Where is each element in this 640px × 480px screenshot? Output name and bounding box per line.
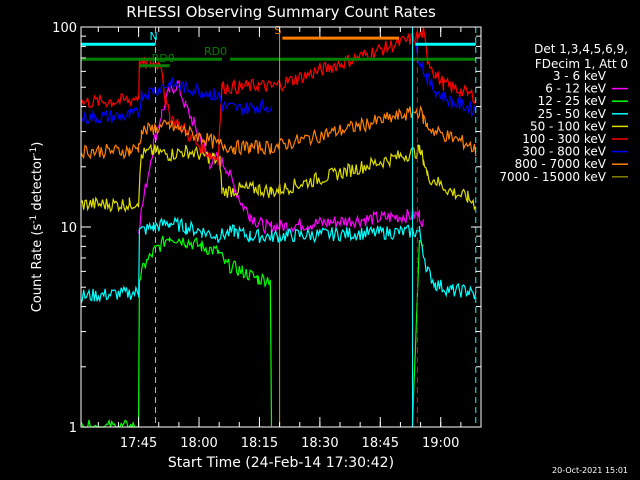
legend-entry-label: 25 - 50 keV [538, 107, 607, 121]
series-line [80, 26, 477, 166]
series-line [80, 235, 424, 429]
x-axis: 17:45 18:00 18:15 18:30 18:45 19:00 [97, 27, 482, 451]
flag-label: N [150, 30, 158, 43]
flag-label: RD0 [152, 52, 175, 65]
x-tick-label: 19:00 [422, 436, 459, 451]
legend-header-line: Det 1,3,4,5,6,9, [534, 42, 628, 56]
legend: Det 1,3,4,5,6,9, FDecim 1, Att 0 3 - 6 k… [499, 42, 628, 184]
series-line [80, 215, 477, 304]
legend-entry-label: 50 - 100 keV [530, 119, 607, 133]
y-axis-label-part: Count Rate (s [30, 224, 45, 313]
legend-entry-label: 300 - 800 keV [522, 145, 606, 159]
flag-bars: N S RD0 RD0 [81, 24, 476, 68]
flag-label: S [274, 24, 281, 37]
series-line [80, 143, 477, 213]
legend-entry-label: 3 - 6 keV [553, 69, 607, 83]
footer-timestamp: 20-Oct-2021 15:01 [552, 466, 628, 475]
x-tick-label: 17:45 [120, 436, 157, 451]
y-axis-label-part: detector [30, 155, 45, 215]
x-tick-label: 18:30 [301, 436, 338, 451]
y-axis-label-part: ) [30, 142, 45, 147]
x-axis-label: Start Time (24-Feb-14 17:30:42) [168, 455, 394, 471]
x-tick-label: 18:00 [180, 436, 217, 451]
x-tick-label: 18:15 [241, 436, 278, 451]
y-axis-label: Count Rate (s-1 detector-1) [29, 142, 45, 313]
y-tick-label: 10 [60, 221, 77, 236]
legend-entry-label: 6 - 12 keV [545, 82, 607, 96]
legend-entry-label: 7000 - 15000 keV [499, 170, 606, 184]
legend-entry-label: 800 - 7000 keV [515, 157, 607, 171]
y-axis-label-sup: -1 [29, 215, 39, 224]
y-axis: 100 10 1 [52, 21, 481, 436]
series-traces [80, 26, 477, 429]
flag-label: RD0 [204, 45, 227, 58]
legend-entry-label: 100 - 300 keV [522, 132, 606, 146]
y-tick-label: 1 [69, 421, 77, 436]
series-line [80, 104, 477, 160]
legend-entry-label: 12 - 25 keV [538, 94, 607, 108]
vertical-markers [155, 27, 477, 427]
series-line [138, 79, 424, 236]
x-tick-label: 18:45 [362, 436, 399, 451]
series-line [80, 40, 477, 125]
series-line [138, 96, 424, 234]
legend-header-line: FDecim 1, Att 0 [535, 57, 628, 71]
y-axis-label-sup: -1 [29, 147, 39, 156]
chart-title: RHESSI Observing Summary Count Rates [126, 3, 436, 21]
y-tick-label: 100 [52, 21, 77, 36]
